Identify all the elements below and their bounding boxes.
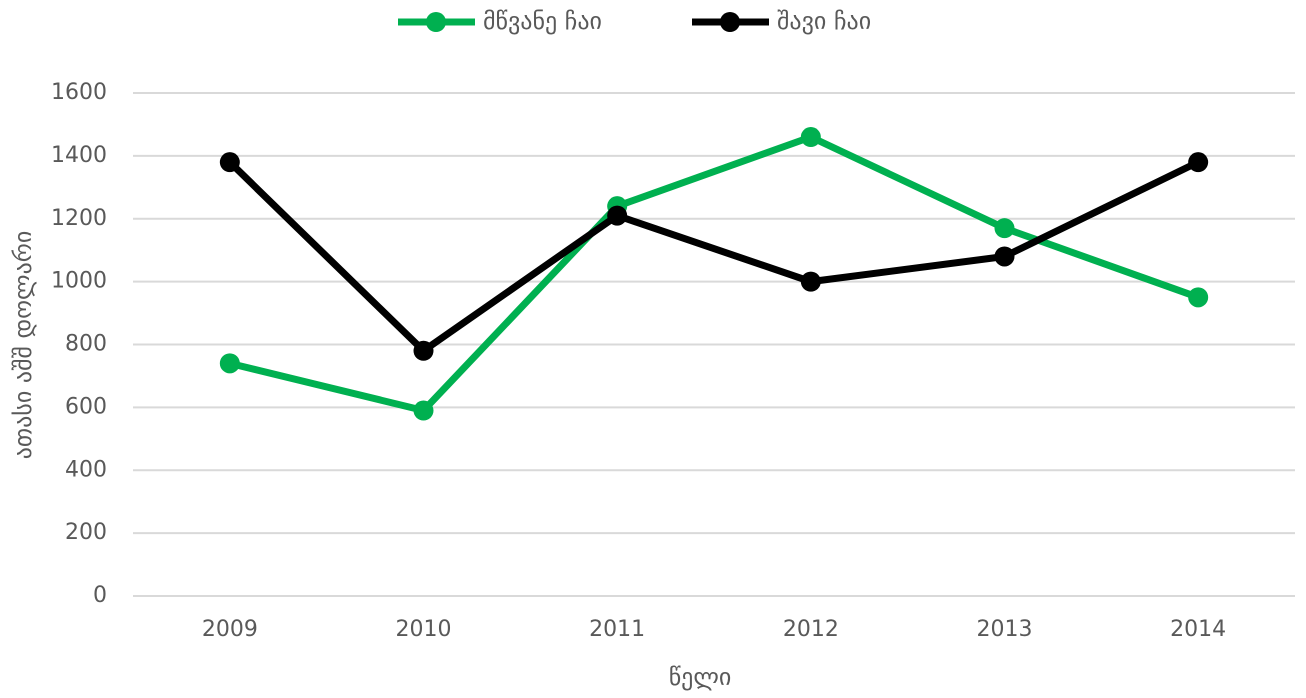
y-tick-label: 1400 bbox=[51, 143, 107, 168]
y-tick-label: 400 bbox=[65, 457, 107, 482]
series-line bbox=[227, 159, 1200, 355]
data-point bbox=[413, 340, 434, 361]
data-point bbox=[219, 152, 240, 173]
y-axis-label: ათასი აშშ დოლარი bbox=[9, 231, 37, 460]
x-axis-label: წელი bbox=[669, 663, 732, 691]
legend-marker bbox=[426, 12, 446, 32]
x-tick-label: 2014 bbox=[1170, 617, 1226, 642]
y-tick-label: 600 bbox=[65, 394, 107, 419]
x-tick-label: 2011 bbox=[589, 617, 645, 642]
data-point bbox=[994, 218, 1015, 239]
x-tick-label: 2013 bbox=[977, 617, 1033, 642]
x-tick-label: 2009 bbox=[202, 617, 258, 642]
y-tick-label: 1200 bbox=[51, 206, 107, 231]
y-tick-label: 1000 bbox=[51, 269, 107, 294]
series-line bbox=[229, 133, 1200, 415]
data-point bbox=[1188, 287, 1209, 308]
legend-marker bbox=[720, 12, 740, 32]
y-tick-label: 1600 bbox=[51, 80, 107, 105]
data-point bbox=[607, 205, 628, 226]
x-tick-label: 2010 bbox=[396, 617, 452, 642]
y-tick-label: 200 bbox=[65, 520, 107, 545]
y-tick-label: 0 bbox=[93, 583, 107, 608]
data-point bbox=[219, 353, 240, 374]
data-point bbox=[800, 127, 821, 148]
x-tick-label: 2012 bbox=[783, 617, 839, 642]
legend-label: შავი ჩაი bbox=[777, 7, 871, 35]
legend-label: მწვანე ჩაი bbox=[483, 7, 602, 35]
y-tick-label: 800 bbox=[65, 332, 107, 357]
data-point bbox=[413, 400, 434, 421]
data-point bbox=[800, 271, 821, 292]
data-point bbox=[994, 246, 1015, 267]
data-point bbox=[1188, 152, 1209, 173]
